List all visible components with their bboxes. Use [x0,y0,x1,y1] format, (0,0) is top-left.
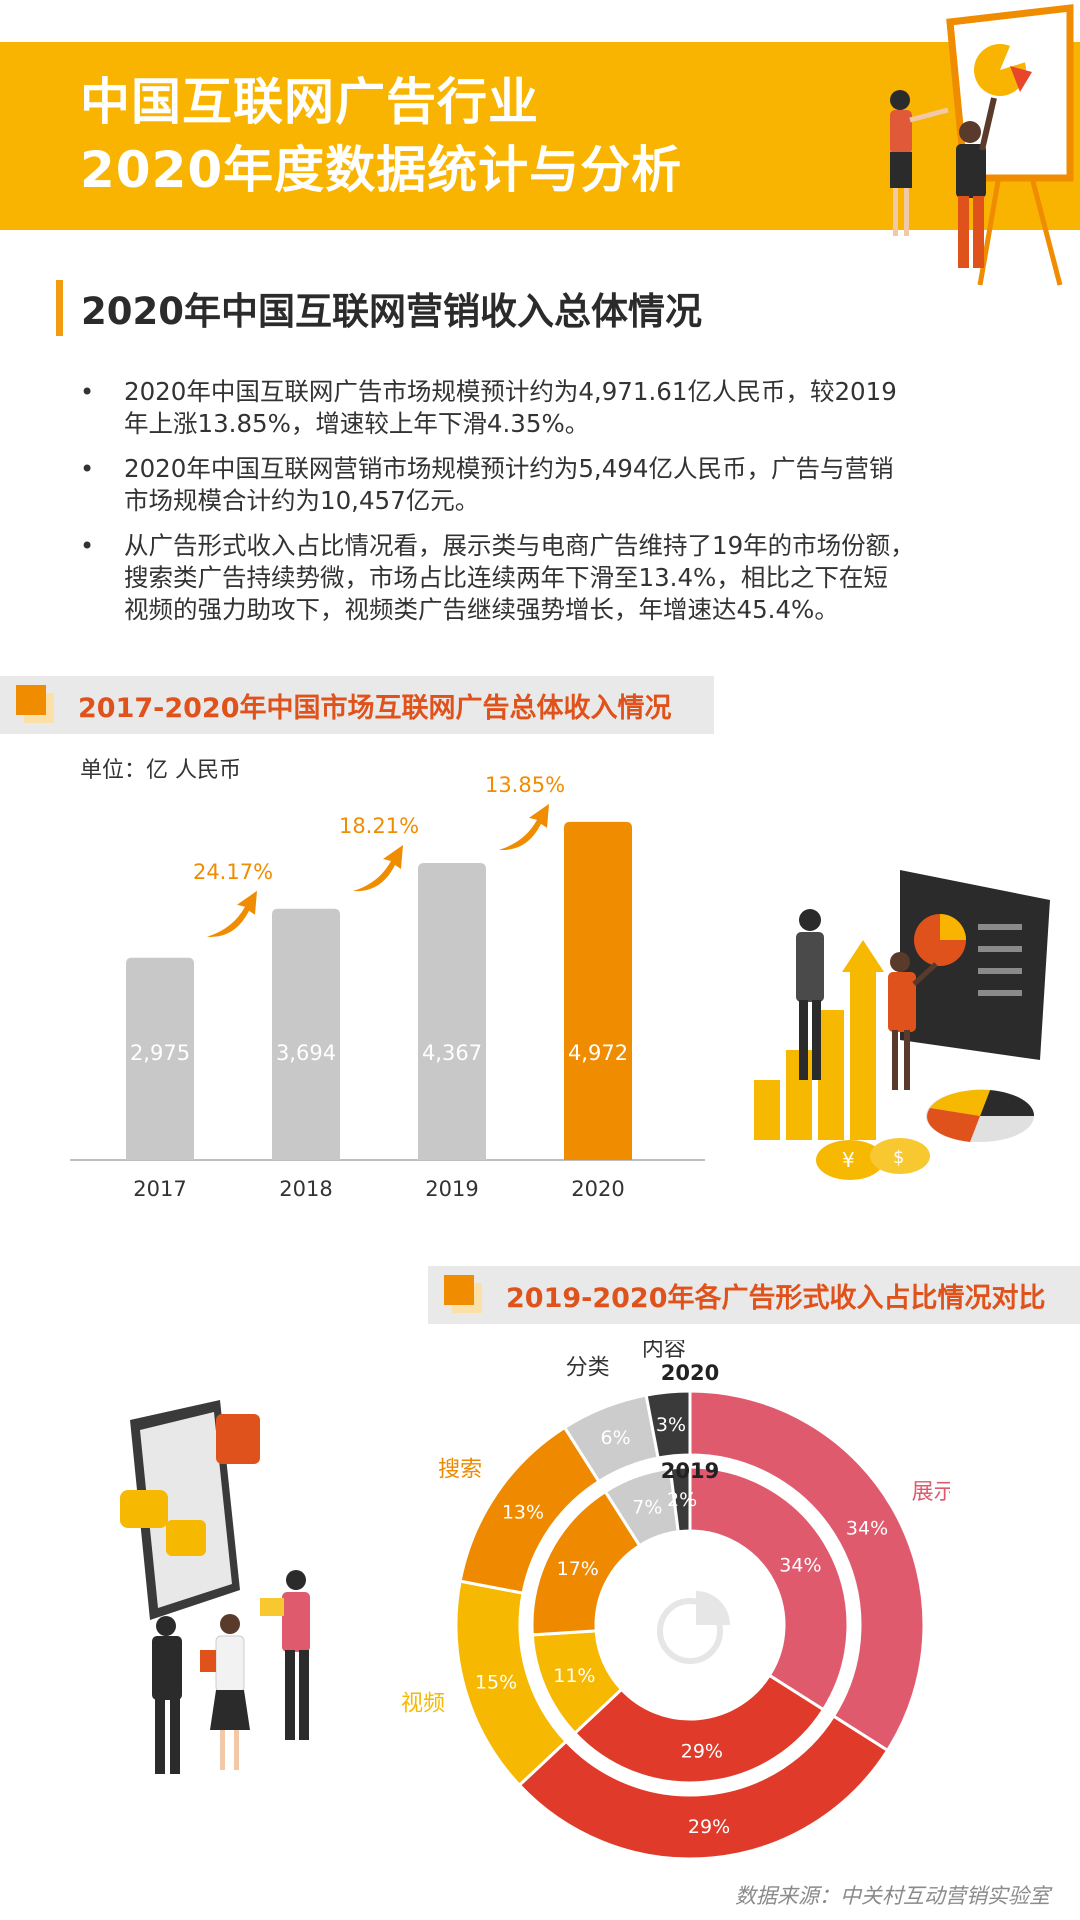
page-title: 中国互联网广告行业 2020年度数据统计与分析 [80,68,682,204]
x-tick-label: 2018 [279,1177,332,1201]
header-square-icon [16,685,56,725]
x-tick-label: 2019 [425,1177,478,1201]
bar-2019 [418,863,486,1160]
bar-2020 [564,821,632,1160]
donut-chart-title: 2019-2020年各广告形式收入占比情况对比 [506,1282,1046,1314]
bar-chart-header: 2017-2020年中国市场互联网广告总体收入情况 [0,676,714,734]
bullet-item-2: • 2020年中国互联网营销市场规模预计约为5,494亿人民币，广告与营销 市场… [80,453,1010,517]
category-label: 视频 [401,1692,445,1717]
pie-chart-icon [657,1591,730,1664]
bullet-dot-icon: • [80,532,95,560]
man-figure-icon [152,1616,182,1774]
bar-chart-title: 2017-2020年中国市场互联网广告总体收入情况 [78,692,672,724]
svg-text:¥: ¥ [842,1148,855,1172]
slice-value-label: 3% [656,1414,686,1436]
bullet-3-line-1: 从广告形式收入占比情况看，展示类与电商广告维持了19年的市场份额， [124,531,915,560]
man-figure-icon [796,909,824,1080]
section-title-text: 2020年中国互联网营销收入总体情况 [81,290,702,333]
bullet-2-line-1: 2020年中国互联网营销市场规模预计约为5,494亿人民币，广告与营销 [124,454,894,483]
x-tick-label: 2017 [133,1177,186,1201]
page-title-line1: 中国互联网广告行业 [80,73,539,131]
outer-ring-year-label: 2020 [661,1361,719,1385]
man-figure-icon [956,97,997,268]
bullet-item-3: • 从广告形式收入占比情况看，展示类与电商广告维持了19年的市场份额， 搜索类广… [80,530,1010,626]
slice-2020-电商 [517,1714,890,1860]
slice-value-label: 29% [688,1816,730,1838]
svg-text:$: $ [893,1147,904,1168]
data-source: 数据来源：中关村互动营销实验室 [735,1884,1050,1908]
growth-rate-label: 24.17% [193,860,273,884]
slice-2020-内容 [644,1389,692,1460]
slice-value-label: 7% [632,1496,662,1518]
slice-value-label: 11% [553,1665,595,1687]
slice-value-label: 34% [779,1554,821,1576]
summary-bullet-list: • 2020年中国互联网广告市场规模预计约为4,971.61亿人民币，较2019… [80,376,1010,639]
slice-2019-内容 [668,1465,692,1534]
section-title: 2020年中国互联网营销收入总体情况 [56,280,702,336]
pie-chart-3d-icon [926,1089,1035,1142]
slice-value-label: 13% [502,1501,544,1523]
slice-2019-展示 [688,1465,850,1712]
woman-figure-icon [888,952,938,1090]
slice-value-label: 2% [667,1489,697,1511]
category-label: 分类 [566,1356,610,1381]
section-title-accent [56,280,63,336]
growth-rate-label: 18.21% [339,814,419,838]
woman-figure-icon [200,1614,250,1770]
growth-arrow-icon [499,803,549,851]
category-label: 搜索 [438,1458,482,1483]
ad-format-donut-chart: 34%展示29%电商15%视频13%搜索6%分类3%内容34%29%11%17%… [401,1340,950,1860]
slice-2020-展示 [688,1389,926,1753]
page-title-line2: 2020年度数据统计与分析 [80,141,683,199]
coins-icon: ¥ $ [816,1138,930,1180]
analytics-illustration: ¥ $ [754,870,1050,1180]
inner-ring-year-label: 2019 [661,1459,719,1483]
category-label: 展示 [912,1480,950,1505]
bullet-2-line-2: 市场规模合计约为10,457亿元。 [124,486,480,515]
bullet-3-line-2: 搜索类广告持续势微，市场占比连续两年下滑至13.4%，相比之下在短 [124,563,888,592]
revenue-bar-chart: 2,975 2017 3,694 2018 4,367 2019 4,972 2020 24.1… [70,773,705,1201]
monitor-icon [900,870,1050,1060]
bar-chart-unit: 单位：亿 人民币 [80,758,241,783]
bullet-3-line-3: 视频的强力助攻下，视频类广告继续强势增长，年增速达45.4%。 [124,595,839,624]
growth-arrow-icon [207,890,257,937]
donut-chart-header: 2019-2020年各广告形式收入占比情况对比 [428,1266,1080,1324]
slice-value-label: 6% [601,1427,631,1449]
slice-value-label: 17% [557,1558,599,1580]
growth-rate-label: 13.85% [485,773,565,797]
bar-value-label: 4,972 [568,1041,628,1065]
mobile-ads-illustration [120,1400,310,1774]
bar-2017 [126,957,194,1160]
bar-value-label: 3,694 [276,1041,336,1065]
bullet-item-1: • 2020年中国互联网广告市场规模预计约为4,971.61亿人民币，较2019… [80,376,1010,440]
bar-value-label: 2,975 [130,1041,190,1065]
category-label: 内容 [642,1340,686,1362]
slice-value-label: 34% [846,1518,888,1540]
slice-2019-电商 [572,1673,826,1785]
bullet-dot-icon: • [80,455,95,483]
x-tick-label: 2020 [571,1177,624,1201]
bar-2018 [272,908,340,1160]
woman-pink-figure-icon [260,1570,310,1740]
slice-value-label: 29% [681,1740,723,1762]
bullet-1-line-2: 年上涨13.85%，增速较上年下滑4.35%。 [124,409,590,438]
growth-arrow-icon [353,845,403,892]
bullet-1-line-1: 2020年中国互联网广告市场规模预计约为4,971.61亿人民币，较2019 [124,377,897,406]
smartphone-icon [120,1400,260,1620]
woman-figure-icon [890,90,949,236]
growth-bars-icon [754,940,884,1140]
presentation-illustration [890,4,1074,286]
header-square-icon [444,1275,484,1315]
bar-value-label: 4,367 [422,1041,482,1065]
slice-value-label: 15% [475,1671,517,1693]
bullet-dot-icon: • [80,378,95,406]
